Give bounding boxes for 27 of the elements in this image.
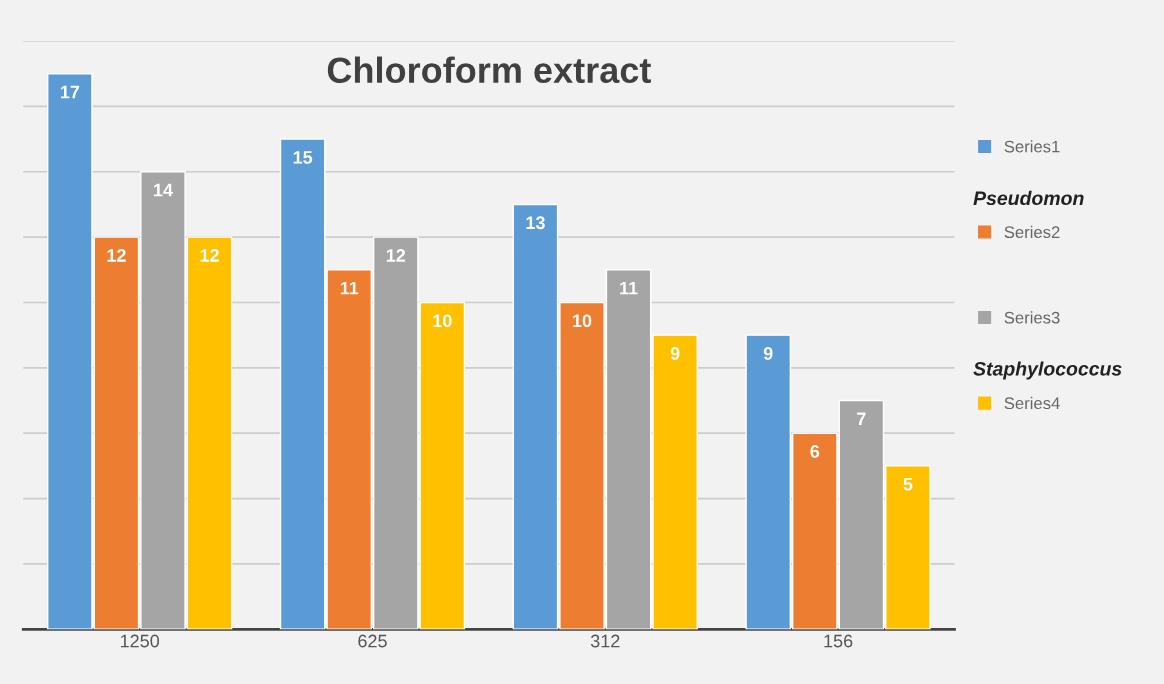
data-label: 10 <box>573 314 592 328</box>
data-label: 5 <box>903 477 913 491</box>
data-label: 6 <box>810 445 820 458</box>
legend-label: Series3 <box>1004 311 1060 324</box>
legend-label: Series1 <box>1004 140 1060 153</box>
data-label: 17 <box>60 85 80 99</box>
x-tick-label: 1250 <box>120 634 160 648</box>
text: Staphylococcus <box>973 361 1122 380</box>
data-label: 13 <box>526 216 545 230</box>
data-label: 12 <box>200 249 219 262</box>
legend-label: Series2 <box>1004 225 1060 239</box>
data-label: 11 <box>620 281 638 295</box>
legend-label: Series4 <box>1004 396 1060 410</box>
data-label: 14 <box>154 183 173 197</box>
data-label: 12 <box>386 249 406 262</box>
data-label: 9 <box>763 347 773 360</box>
x-tick-label: 312 <box>590 634 620 648</box>
data-label: 12 <box>107 249 126 262</box>
data-label: 10 <box>433 314 452 328</box>
chart-title: Chloroform extract <box>327 56 651 84</box>
data-label: 15 <box>293 151 313 164</box>
x-tick-label: 625 <box>358 634 387 648</box>
data-label: 7 <box>857 412 866 426</box>
data-label: 11 <box>340 281 359 295</box>
x-tick-label: 156 <box>824 634 853 648</box>
text: Pseudomon <box>973 190 1084 206</box>
data-label: 9 <box>670 347 680 360</box>
